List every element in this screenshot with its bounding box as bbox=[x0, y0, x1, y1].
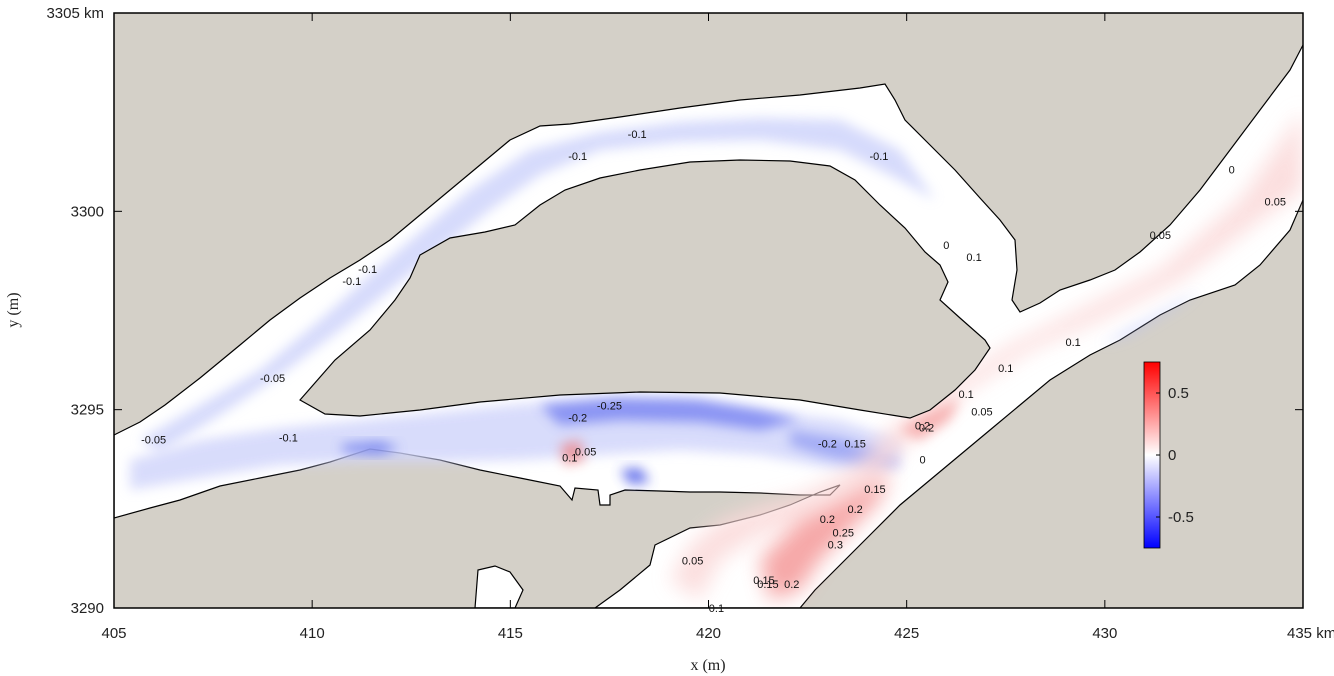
contour-label: 0.2 bbox=[784, 579, 799, 591]
contour-label: 0.05 bbox=[575, 446, 596, 458]
contour-label: 0.2 bbox=[847, 504, 862, 516]
contour-label: 0.05 bbox=[682, 555, 703, 567]
colorbar-tick-label: -0.5 bbox=[1168, 509, 1194, 526]
small-island bbox=[474, 565, 524, 608]
contour-label: 0.15 bbox=[757, 579, 778, 591]
contour-label: -0.05 bbox=[260, 373, 285, 385]
y-axis: 3290 3295 3300 3305 km bbox=[46, 5, 1303, 617]
contour-label: -0.1 bbox=[279, 432, 298, 444]
contour-label: 0.05 bbox=[1150, 230, 1171, 242]
contour-label: 0.1 bbox=[1065, 337, 1080, 349]
contour-label: -0.1 bbox=[869, 151, 888, 163]
contour-label: -0.25 bbox=[597, 401, 622, 413]
x-tick-label: 415 bbox=[498, 625, 523, 642]
contour-label: -0.05 bbox=[141, 434, 166, 446]
contour-label: 0.1 bbox=[998, 363, 1013, 375]
contour-label: 0 bbox=[919, 454, 925, 466]
colorbar-tick-label: 0.5 bbox=[1168, 385, 1189, 402]
colorbar-ticks: 0.5 0 -0.5 bbox=[1156, 385, 1194, 526]
x-tick-label: 435 km bbox=[1287, 625, 1334, 642]
contour-labels: -0.1-0.1 -0.1-0.1-0.100.100.050.050.10.10… bbox=[141, 129, 1286, 615]
contour-label: -0.1 bbox=[628, 129, 647, 141]
y-axis-label: y (m) bbox=[5, 292, 22, 327]
y-tick-label: 3300 bbox=[71, 203, 104, 220]
colorbar: 0.5 0 -0.5 bbox=[1143, 361, 1194, 549]
central-island bbox=[299, 159, 991, 419]
contour-label: 0.1 bbox=[966, 252, 981, 264]
x-axis-label: x (m) bbox=[690, 657, 725, 674]
x-tick-label: 405 bbox=[101, 625, 126, 642]
contour-label: 0.2 bbox=[915, 421, 930, 433]
contour-label: -0.2 bbox=[818, 438, 837, 450]
contour-label: -0.1 bbox=[342, 276, 361, 288]
y-tick-label: 3295 bbox=[71, 402, 104, 419]
contour-label: 0.15 bbox=[753, 575, 774, 587]
contour-label: 0.1 bbox=[709, 603, 724, 615]
contour-label: 0.05 bbox=[971, 407, 992, 419]
contour-label: -0.1 bbox=[568, 151, 587, 163]
contour-label: 0.05 bbox=[1265, 196, 1286, 208]
contour-label: 0.2 bbox=[820, 514, 835, 526]
contour-label: 0.15 bbox=[864, 484, 885, 496]
x-tick-label: 410 bbox=[300, 625, 325, 642]
contour-label: 0.3 bbox=[828, 540, 843, 552]
x-tick-label: 425 bbox=[894, 625, 919, 642]
x-axis: 405 410 415 420 425 430 435 km bbox=[101, 13, 1334, 642]
y-tick-label: 3290 bbox=[71, 600, 104, 617]
contour-label: 0.2 bbox=[919, 423, 934, 435]
y-tick-label: 3305 km bbox=[46, 5, 104, 22]
colorbar-tick-label: 0 bbox=[1168, 447, 1176, 464]
contour-label: 0.25 bbox=[833, 528, 854, 540]
contour-label: 0 bbox=[1229, 165, 1235, 177]
contour-label: -0.2 bbox=[568, 413, 587, 425]
contour-label: 0.15 bbox=[844, 438, 865, 450]
contour-label: 0.1 bbox=[958, 389, 973, 401]
field-shading bbox=[130, 110, 1303, 600]
contour-label: -0.1 bbox=[358, 264, 377, 276]
contour-label: 0.1 bbox=[562, 452, 577, 464]
x-tick-label: 430 bbox=[1092, 625, 1117, 642]
x-tick-label: 420 bbox=[696, 625, 721, 642]
contour-label: 0 bbox=[943, 240, 949, 252]
